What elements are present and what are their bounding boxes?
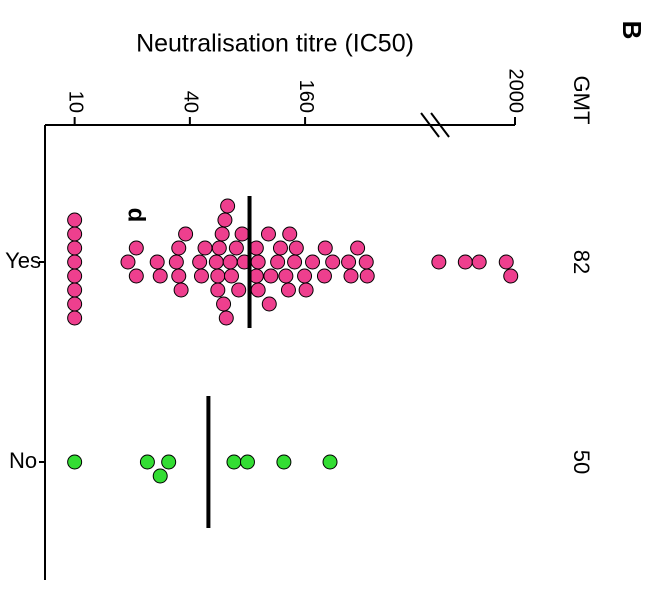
data-point xyxy=(343,268,359,284)
data-point xyxy=(250,254,266,270)
data-point xyxy=(67,254,83,270)
data-point xyxy=(278,268,294,284)
data-point xyxy=(161,454,177,470)
data-point xyxy=(350,240,366,256)
data-point xyxy=(316,268,332,284)
data-point xyxy=(171,240,187,256)
data-point xyxy=(218,310,234,326)
data-point xyxy=(67,212,83,228)
data-point xyxy=(208,254,224,270)
data-point xyxy=(139,454,155,470)
data-point xyxy=(231,282,247,298)
data-point xyxy=(270,254,286,270)
data-point xyxy=(261,296,277,312)
data-point xyxy=(359,268,375,284)
annotation: d xyxy=(123,208,150,223)
y-tick-label: 40 xyxy=(180,91,202,113)
data-point xyxy=(498,254,514,270)
data-point xyxy=(222,254,238,270)
data-point xyxy=(211,240,227,256)
data-point xyxy=(288,240,304,256)
data-point xyxy=(120,254,136,270)
data-point xyxy=(67,240,83,256)
data-point xyxy=(341,254,357,270)
data-point xyxy=(280,282,296,298)
data-point xyxy=(298,282,314,298)
y-tick-label: 160 xyxy=(295,80,317,113)
data-point xyxy=(152,468,168,484)
data-point xyxy=(217,212,233,228)
data-point xyxy=(168,254,184,270)
data-point xyxy=(305,254,321,270)
data-point xyxy=(226,454,242,470)
data-point xyxy=(67,268,83,284)
data-point xyxy=(67,296,83,312)
data-point xyxy=(214,226,230,242)
data-point xyxy=(67,282,83,298)
data-point xyxy=(250,282,266,298)
data-point xyxy=(67,226,83,242)
x-tick-label: Yes xyxy=(5,248,41,273)
data-point xyxy=(471,254,487,270)
data-point xyxy=(178,226,194,242)
y-tick-label: 10 xyxy=(64,91,86,113)
data-point xyxy=(263,268,279,284)
plot-frame: B Neutralisation titre (IC50) GMT d 10 40… xyxy=(5,21,647,580)
data-point xyxy=(325,254,341,270)
data-point xyxy=(287,254,303,270)
panel-label: B xyxy=(617,21,647,40)
data-point xyxy=(228,240,244,256)
data-point xyxy=(193,268,209,284)
data-point xyxy=(171,268,187,284)
data-point xyxy=(197,240,213,256)
data-point xyxy=(272,240,288,256)
data-point xyxy=(322,454,338,470)
data-point xyxy=(152,268,168,284)
axis-break xyxy=(420,112,440,138)
data-point xyxy=(297,268,313,284)
axis-break xyxy=(430,112,450,138)
data-point xyxy=(457,254,473,270)
data-point xyxy=(260,226,276,242)
data-point xyxy=(276,454,292,470)
data-point xyxy=(210,268,226,284)
data-point xyxy=(192,254,208,270)
data-point xyxy=(234,226,250,242)
data-point xyxy=(431,254,447,270)
data-point xyxy=(216,296,232,312)
data-point xyxy=(210,282,226,298)
data-point xyxy=(67,454,83,470)
data-point xyxy=(282,226,298,242)
axis-title: Neutralisation titre (IC50) xyxy=(136,30,414,58)
summary-header: GMT xyxy=(569,76,594,125)
x-tick-label: No xyxy=(9,448,37,473)
gmt-label: 82 xyxy=(569,250,594,274)
data-point xyxy=(220,198,236,214)
data-point xyxy=(503,268,519,284)
data-point xyxy=(128,268,144,284)
data-point xyxy=(223,268,239,284)
data-point xyxy=(128,240,144,256)
y-tick-label: 2000 xyxy=(505,69,527,114)
data-point xyxy=(239,454,255,470)
data-point xyxy=(358,254,374,270)
gmt-label: 50 xyxy=(569,450,594,474)
data-point xyxy=(173,282,189,298)
data-point xyxy=(67,310,83,326)
data-point xyxy=(317,240,333,256)
data-point xyxy=(149,254,165,270)
